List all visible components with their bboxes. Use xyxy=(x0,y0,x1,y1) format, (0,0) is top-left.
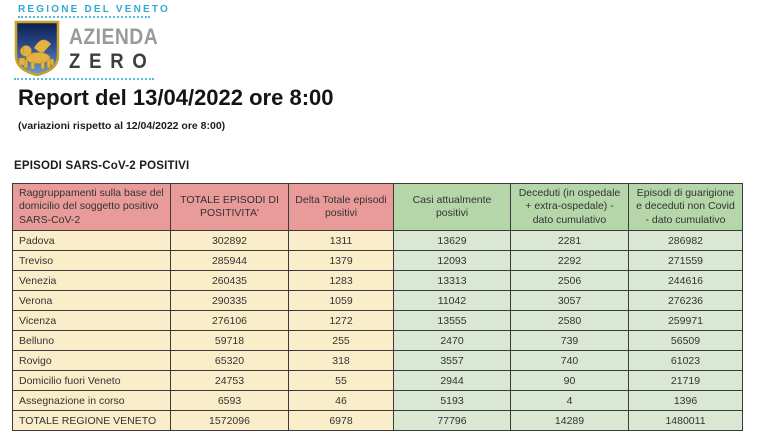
value-cell: 90 xyxy=(510,370,629,391)
value-cell: 255 xyxy=(288,330,394,351)
value-cell: 46 xyxy=(288,390,394,411)
table-header-row: Raggruppamenti sulla base del domicilio … xyxy=(12,183,743,231)
value-cell: 1396 xyxy=(628,390,743,411)
value-cell: 1283 xyxy=(288,270,394,291)
row-label: Venezia xyxy=(12,270,171,291)
value-cell: 259971 xyxy=(628,310,743,331)
value-cell: 290335 xyxy=(170,290,289,311)
section-heading: EPISODI SARS-CoV-2 POSITIVI xyxy=(14,160,190,172)
value-cell: 59718 xyxy=(170,330,289,351)
table-row: Venezia 260435 1283 13313 2506 244616 xyxy=(12,270,743,291)
table-row: Treviso 285944 1379 12093 2292 271559 xyxy=(12,250,743,271)
value-cell: 21719 xyxy=(628,370,743,391)
column-header-recovered: Episodi di guarigione e deceduti non Cov… xyxy=(628,183,743,231)
logo-azienda-text: AZIENDA xyxy=(69,24,159,49)
value-cell: 11042 xyxy=(393,290,511,311)
covid-episodes-table: Raggruppamenti sulla base del domicilio … xyxy=(12,183,743,431)
value-cell: 1311 xyxy=(288,230,394,251)
value-cell: 65320 xyxy=(170,350,289,371)
dotted-divider-top xyxy=(18,16,150,18)
value-cell: 55 xyxy=(288,370,394,391)
value-cell: 13629 xyxy=(393,230,511,251)
table-row: Belluno 59718 255 2470 739 56509 xyxy=(12,330,743,351)
value-cell: 4 xyxy=(510,390,629,411)
column-header-currently-positive: Casi attualmente positivi xyxy=(393,183,511,231)
table-row: Domicilio fuori Veneto 24753 55 2944 90 21719 xyxy=(12,370,743,391)
value-cell: 276236 xyxy=(628,290,743,311)
value-cell: 271559 xyxy=(628,250,743,271)
value-cell: 2292 xyxy=(510,250,629,271)
veneto-lion-shield-icon xyxy=(14,20,60,77)
report-table-body: Padova 302892 1311 13629 2281 286982 Treviso 28… xyxy=(12,230,743,431)
row-label: Domicilio fuori Veneto xyxy=(12,370,171,391)
value-cell: 1272 xyxy=(288,310,394,331)
value-cell: 1379 xyxy=(288,250,394,271)
value-cell: 260435 xyxy=(170,270,289,291)
column-header-total-episodes: TOTALE EPISODI DI POSITIVITA' xyxy=(170,183,289,231)
value-cell: 2580 xyxy=(510,310,629,331)
value-cell: 739 xyxy=(510,330,629,351)
value-cell: 3557 xyxy=(393,350,511,371)
value-cell: 6593 xyxy=(170,390,289,411)
column-header-deceased: Deceduti (in ospedale + extra-ospedale) … xyxy=(510,183,629,231)
value-cell: 56509 xyxy=(628,330,743,351)
value-cell: 6978 xyxy=(288,410,394,431)
value-cell: 276106 xyxy=(170,310,289,331)
column-header-delta: Delta Totale episodi positivi xyxy=(288,183,394,231)
value-cell: 2506 xyxy=(510,270,629,291)
table-row: Verona 290335 1059 11042 3057 276236 xyxy=(12,290,743,311)
value-cell: 286982 xyxy=(628,230,743,251)
table-row: Padova 302892 1311 13629 2281 286982 xyxy=(12,230,743,251)
value-cell: 1572096 xyxy=(170,410,289,431)
row-label: Vicenza xyxy=(12,310,171,331)
value-cell: 244616 xyxy=(628,270,743,291)
row-label: Verona xyxy=(12,290,171,311)
report-subtitle: (variazioni rispetto al 12/04/2022 ore 8… xyxy=(18,120,226,132)
azienda-zero-logo: AZIENDA ZERO xyxy=(14,20,170,77)
column-header-groupings: Raggruppamenti sulla base del domicilio … xyxy=(12,183,171,231)
logo-wordmark: AZIENDA ZERO xyxy=(69,24,170,73)
value-cell: 5193 xyxy=(393,390,511,411)
region-label: REGIONE DEL VENETO xyxy=(18,4,171,15)
value-cell: 285944 xyxy=(170,250,289,271)
row-label: Assegnazione in corso xyxy=(12,390,171,411)
value-cell: 61023 xyxy=(628,350,743,371)
table-row: Rovigo 65320 318 3557 740 61023 xyxy=(12,350,743,371)
dotted-divider-bottom xyxy=(14,78,154,80)
row-label: TOTALE REGIONE VENETO xyxy=(12,410,171,431)
value-cell: 13555 xyxy=(393,310,511,331)
value-cell: 14289 xyxy=(510,410,629,431)
report-title: Report del 13/04/2022 ore 8:00 xyxy=(18,85,334,110)
value-cell: 2281 xyxy=(510,230,629,251)
table-row-total: TOTALE REGIONE VENETO 1572096 6978 77796 142… xyxy=(12,410,743,431)
table-row: Assegnazione in corso 6593 46 5193 4 1396 xyxy=(12,390,743,411)
row-label: Treviso xyxy=(12,250,171,271)
value-cell: 2944 xyxy=(393,370,511,391)
value-cell: 24753 xyxy=(170,370,289,391)
value-cell: 740 xyxy=(510,350,629,371)
row-label: Rovigo xyxy=(12,350,171,371)
row-label: Padova xyxy=(12,230,171,251)
value-cell: 2470 xyxy=(393,330,511,351)
row-label: Belluno xyxy=(12,330,171,351)
value-cell: 3057 xyxy=(510,290,629,311)
value-cell: 318 xyxy=(288,350,394,371)
value-cell: 12093 xyxy=(393,250,511,271)
value-cell: 77796 xyxy=(393,410,511,431)
value-cell: 302892 xyxy=(170,230,289,251)
logo-zero-text: ZERO xyxy=(69,50,156,73)
value-cell: 1480011 xyxy=(628,410,743,431)
value-cell: 1059 xyxy=(288,290,394,311)
table-row: Vicenza 276106 1272 13555 2580 259971 xyxy=(12,310,743,331)
value-cell: 13313 xyxy=(393,270,511,291)
